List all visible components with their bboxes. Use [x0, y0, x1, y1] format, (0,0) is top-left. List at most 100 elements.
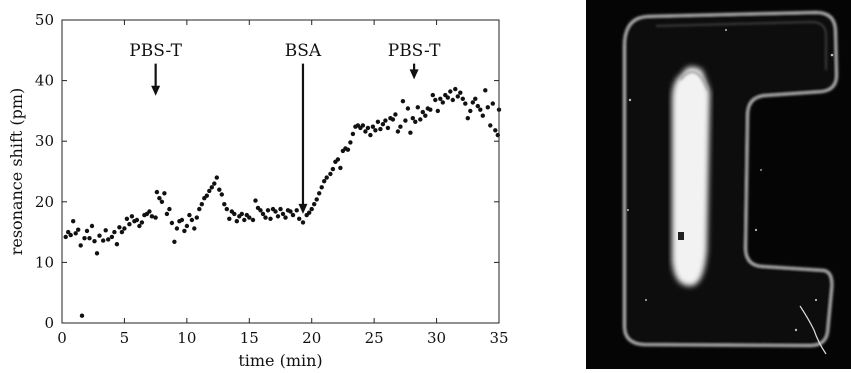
data-point [227, 216, 232, 221]
data-point [493, 128, 498, 133]
data-point [184, 223, 190, 229]
fiber [799, 305, 827, 355]
data-point [408, 130, 413, 135]
x-tick-label: 15 [240, 329, 259, 347]
data-point [324, 175, 329, 180]
x-tick-label: 20 [302, 329, 321, 347]
data-point [82, 236, 87, 241]
data-point [154, 189, 160, 195]
data-point [278, 206, 283, 212]
data-point [139, 220, 145, 225]
data-point [393, 112, 398, 117]
data-point [209, 185, 214, 190]
data-point [232, 211, 237, 217]
data-point [273, 209, 278, 214]
data-point [378, 126, 383, 132]
data-point [468, 108, 473, 114]
y-axis-ticks: 0 10 20 30 40 50 [35, 11, 499, 332]
data-point [112, 229, 117, 235]
data-point [73, 231, 78, 236]
data-point [169, 220, 175, 226]
y-axis-label: resonance shift (pm) [7, 88, 26, 256]
data-point [89, 223, 95, 229]
data-point [480, 113, 485, 118]
data-point [360, 123, 366, 128]
data-point [197, 206, 202, 212]
data-point [398, 124, 403, 129]
data-point [475, 103, 480, 109]
data-point [490, 101, 495, 106]
x-axis-ticks: 0 5 10 15 20 25 30 35 [57, 20, 509, 347]
data-point [97, 233, 102, 238]
microscope-image [586, 0, 851, 369]
x-tick-label: 0 [57, 329, 67, 347]
x-tick-label: 25 [365, 329, 384, 347]
annotations: PBS-T BSA PBS-T [129, 41, 441, 214]
data-point [63, 234, 68, 240]
data-point [390, 117, 396, 122]
data-point [214, 175, 219, 180]
y-tick-label: 30 [35, 132, 54, 150]
data-point [106, 237, 111, 242]
data-point [458, 90, 463, 95]
data-point [114, 242, 120, 247]
data-point [159, 199, 165, 204]
data-point [109, 234, 115, 240]
data-point [122, 226, 127, 231]
x-axis-label: time (min) [238, 351, 322, 369]
data-point [84, 228, 90, 234]
y-tick-label: 0 [44, 314, 54, 332]
data-point [149, 214, 155, 219]
data-point [167, 206, 172, 212]
data-point [124, 216, 130, 221]
y-tick-label: 40 [35, 72, 54, 90]
data-point [258, 208, 263, 213]
data-point [68, 232, 73, 238]
data-point [410, 116, 415, 121]
data-point [268, 216, 273, 221]
data-point [413, 119, 418, 125]
data-point [418, 117, 423, 122]
data-point [94, 251, 100, 256]
data-point [76, 227, 81, 232]
data-point [330, 166, 336, 172]
data-point [363, 129, 368, 134]
annotation-label: BSA [285, 41, 322, 61]
data-point [260, 211, 266, 217]
data-point [338, 165, 343, 171]
data-point [265, 208, 271, 213]
y-tick-label: 50 [35, 11, 54, 29]
data-point [463, 101, 468, 106]
data-point [483, 88, 488, 93]
data-point [290, 212, 296, 218]
data-point [488, 123, 493, 128]
data-point [92, 239, 97, 244]
data-point [283, 215, 288, 220]
data-point [440, 100, 445, 105]
data-point [383, 118, 388, 123]
data-point [275, 214, 281, 219]
data-point [450, 97, 455, 103]
data-point [222, 202, 227, 207]
data-point [137, 223, 142, 229]
data-point [217, 187, 222, 192]
annotation-arrowhead [298, 203, 308, 214]
y-tick-label: 10 [35, 253, 54, 271]
data-point [280, 211, 286, 217]
data-point [153, 215, 158, 220]
data-point [460, 96, 465, 102]
data-point [78, 243, 83, 248]
data-point [79, 313, 85, 318]
data-point [204, 193, 209, 198]
data-point [194, 215, 199, 220]
y-tick-label: 20 [35, 193, 54, 211]
x-tick-label: 10 [177, 329, 196, 347]
data-point [224, 206, 229, 212]
data-point [199, 202, 204, 207]
plot-frame [61, 19, 500, 324]
data-point [380, 122, 386, 127]
data-point [478, 107, 483, 112]
data-point [147, 209, 152, 214]
data-point [415, 105, 420, 110]
